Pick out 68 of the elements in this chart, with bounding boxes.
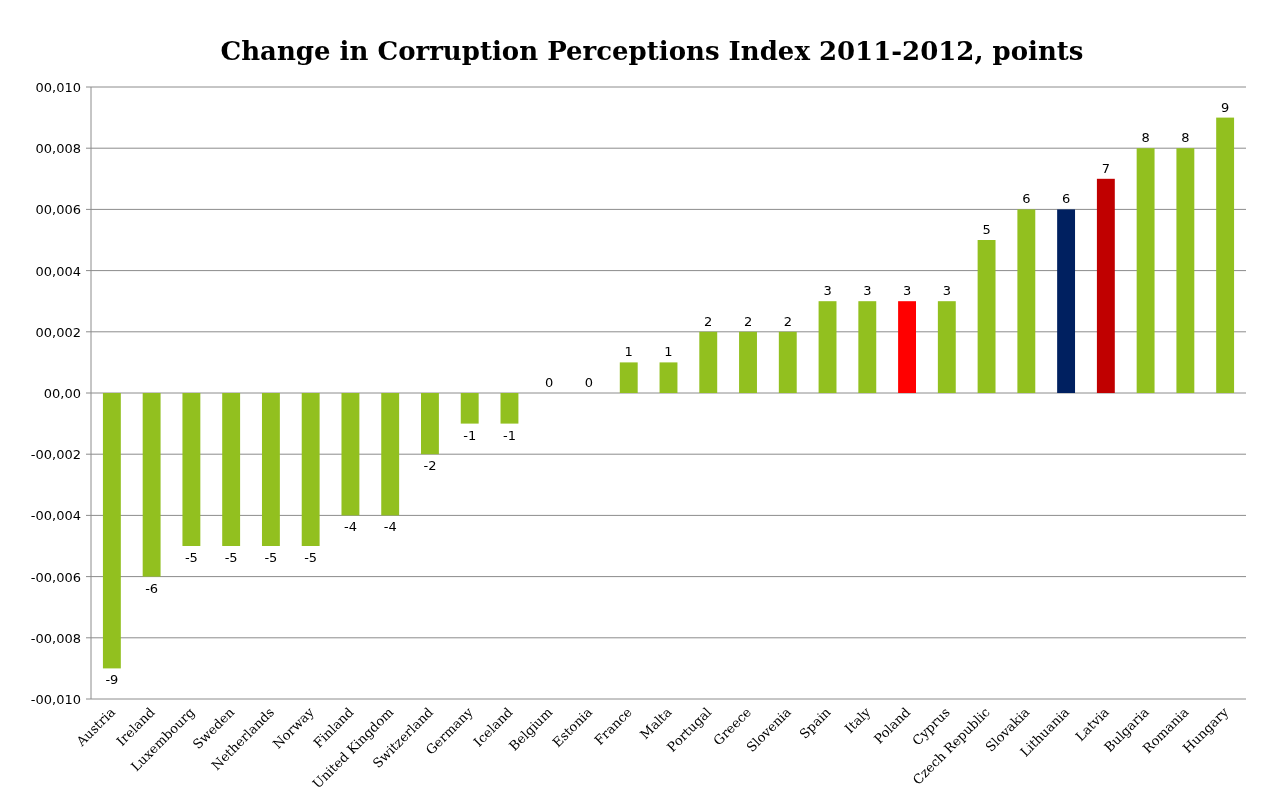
data-label: -5 bbox=[184, 550, 198, 565]
bar bbox=[1017, 209, 1036, 393]
y-tick-label: 00,002 bbox=[35, 324, 81, 340]
data-label: -4 bbox=[343, 519, 357, 535]
data-label: 3 bbox=[863, 283, 872, 299]
data-label: -9 bbox=[105, 672, 119, 688]
data-label: 2 bbox=[783, 313, 792, 329]
data-label: -4 bbox=[383, 519, 397, 535]
data-label: -1 bbox=[463, 427, 477, 443]
bar bbox=[1216, 117, 1235, 393]
data-label: 0 bbox=[584, 375, 594, 390]
y-tick-label: -00,010 bbox=[30, 692, 81, 707]
bar bbox=[460, 393, 479, 424]
bar bbox=[858, 301, 877, 393]
bar bbox=[977, 240, 996, 393]
data-label: 6 bbox=[1022, 191, 1031, 207]
bar bbox=[1096, 178, 1115, 393]
chart-title: Change in Corruption Perceptions Index 2011-2012, points bbox=[220, 36, 1084, 66]
data-label: 7 bbox=[1101, 160, 1110, 176]
data-label: 1 bbox=[664, 344, 673, 360]
y-tick-label: -00,002 bbox=[30, 447, 81, 463]
data-label: 8 bbox=[1141, 130, 1150, 146]
data-label: -2 bbox=[423, 458, 437, 474]
data-label: 3 bbox=[942, 283, 951, 299]
bar bbox=[1176, 148, 1195, 393]
data-label: 8 bbox=[1181, 130, 1190, 146]
data-label: 3 bbox=[823, 283, 832, 299]
bar bbox=[182, 393, 201, 546]
bar bbox=[500, 393, 519, 424]
data-label: -5 bbox=[304, 550, 318, 565]
y-tick-label: -00,006 bbox=[30, 569, 81, 585]
data-label: -5 bbox=[264, 550, 278, 565]
bar bbox=[778, 331, 797, 393]
y-tick-label: 00,00 bbox=[43, 386, 81, 401]
data-label: 3 bbox=[902, 283, 912, 299]
bar bbox=[1057, 209, 1076, 393]
bar bbox=[739, 331, 757, 393]
y-tick-label: 00,006 bbox=[35, 202, 81, 218]
y-tick-label: 00,004 bbox=[35, 263, 81, 279]
bar bbox=[699, 331, 718, 393]
y-tick-label: -00,004 bbox=[30, 508, 81, 524]
y-tick-label: 00,010 bbox=[35, 80, 81, 95]
bar bbox=[102, 393, 121, 669]
bar bbox=[898, 301, 916, 393]
data-label: 0 bbox=[545, 375, 554, 390]
bar bbox=[421, 393, 439, 455]
bar bbox=[818, 301, 837, 393]
data-label: 5 bbox=[982, 222, 991, 237]
bar bbox=[1136, 148, 1155, 393]
bar bbox=[142, 393, 161, 577]
data-label: 6 bbox=[1061, 191, 1071, 207]
bar bbox=[222, 393, 241, 546]
data-label: 2 bbox=[704, 313, 713, 329]
bar bbox=[261, 393, 280, 546]
data-label: 2 bbox=[743, 313, 753, 329]
bar bbox=[381, 393, 400, 516]
data-label: 9 bbox=[1220, 99, 1230, 115]
bar bbox=[619, 362, 638, 393]
y-tick-label: -00,008 bbox=[30, 630, 81, 646]
y-tick-label: 00,008 bbox=[35, 141, 81, 157]
bar bbox=[659, 362, 678, 393]
data-label: -6 bbox=[145, 580, 159, 596]
data-label: 1 bbox=[624, 344, 633, 360]
data-label: -1 bbox=[502, 427, 516, 443]
bar bbox=[301, 393, 320, 546]
bar bbox=[937, 301, 956, 393]
bar bbox=[341, 393, 360, 516]
data-label: -5 bbox=[224, 550, 238, 565]
